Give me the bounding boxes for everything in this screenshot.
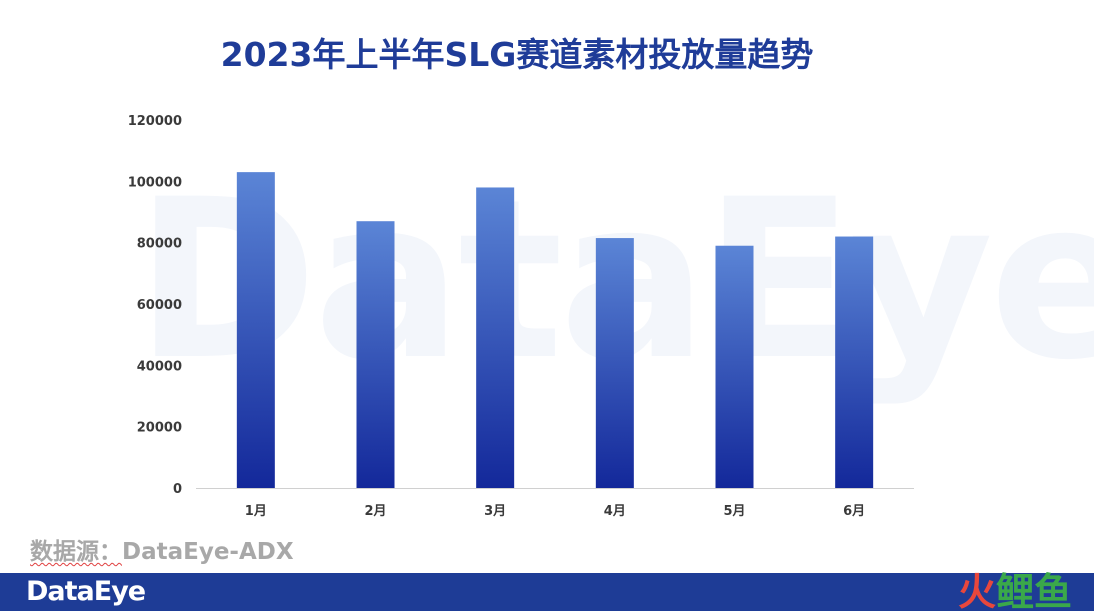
bar	[595, 238, 634, 488]
bar	[356, 221, 395, 488]
footer-bar	[0, 573, 1094, 611]
bar-chart: 0 20000 40000 60000 80000 100000 120000 1月 2月 3月…	[128, 114, 914, 519]
data-source: 数据源：DataEye-ADX	[30, 532, 294, 566]
x-tick-label: 4月	[604, 504, 626, 519]
x-axis-ticks: 1月 2月 3月 4月 5月 6月	[245, 504, 865, 519]
y-tick-label: 0	[173, 482, 182, 497]
x-tick-label: 1月	[245, 504, 267, 519]
source-prefix: 数据源：	[30, 539, 122, 565]
y-tick-label: 120000	[128, 114, 182, 129]
bar	[715, 245, 754, 488]
x-tick-label: 5月	[723, 504, 745, 519]
chart-title: 2023年上半年SLG赛道素材投放量趋势	[220, 35, 814, 74]
huoliyu-logo-fire: 火	[957, 569, 996, 611]
bar	[476, 187, 515, 488]
bar	[835, 236, 874, 488]
y-tick-label: 60000	[137, 298, 182, 313]
y-tick-label: 20000	[137, 421, 182, 436]
huoliyu-logo: 火鲤鱼	[958, 566, 1072, 611]
y-tick-label: 100000	[128, 175, 182, 190]
x-tick-label: 6月	[843, 504, 865, 519]
source-name: DataEye-ADX	[122, 539, 294, 565]
huoliyu-logo-rest: 鲤鱼	[995, 569, 1072, 611]
bars	[236, 172, 874, 488]
bar	[236, 172, 275, 488]
y-axis-ticks: 0 20000 40000 60000 80000 100000 120000	[128, 114, 182, 497]
y-tick-label: 80000	[137, 237, 182, 252]
x-tick-label: 3月	[484, 504, 506, 519]
dataeye-logo: DataEye	[26, 576, 146, 607]
y-tick-label: 40000	[137, 359, 182, 374]
x-tick-label: 2月	[364, 504, 386, 519]
